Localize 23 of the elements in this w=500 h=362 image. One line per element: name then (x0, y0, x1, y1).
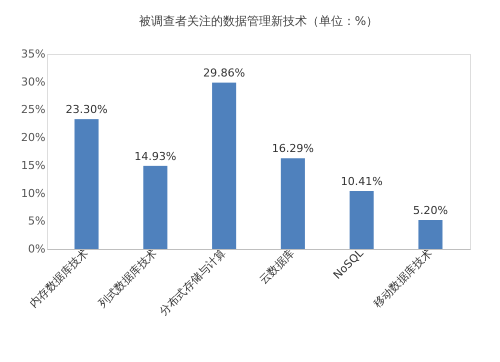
y-tick-label: 35% (21, 48, 46, 60)
bar (350, 191, 374, 249)
chart-title: 被调查者关注的数据管理新技术（单位：%） (138, 14, 378, 28)
bar (280, 158, 305, 249)
y-tick-label: 20% (21, 131, 46, 144)
y-tick-label: 25% (21, 103, 46, 116)
data-label: 10.41% (340, 175, 383, 188)
y-tick-label: 10% (21, 186, 46, 200)
x-tick-label: 云数据库 (256, 246, 298, 287)
y-tick-label: 5% (28, 214, 46, 228)
data-label: 23.30% (66, 103, 108, 116)
data-label: 29.86% (203, 66, 246, 80)
bar (74, 119, 99, 249)
y-tick-label: 15% (21, 158, 46, 172)
y-tick-label: 0% (28, 242, 46, 256)
x-tick-label: 移动数据库技术 (371, 246, 435, 310)
bar (212, 82, 236, 249)
y-tick-label: 30% (21, 75, 46, 88)
data-label: 14.93% (134, 150, 176, 163)
bar (143, 166, 168, 249)
bar (418, 220, 442, 249)
data-label: 5.20% (412, 204, 448, 218)
data-label: 16.29% (272, 142, 314, 156)
